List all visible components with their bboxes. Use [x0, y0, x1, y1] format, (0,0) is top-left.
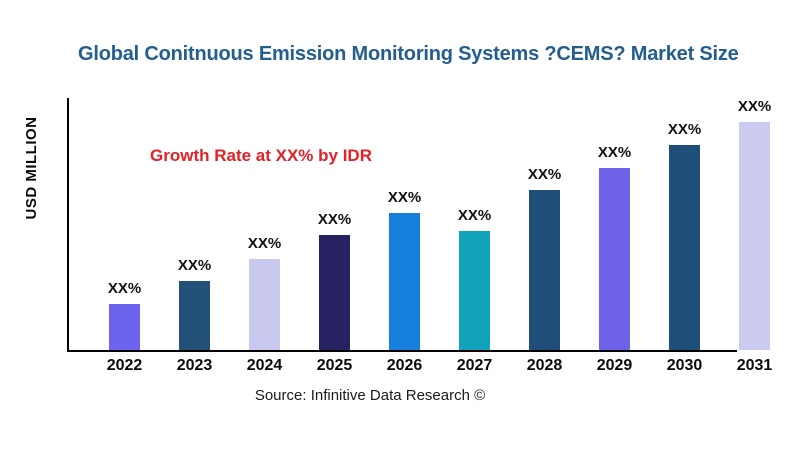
bar-2023 — [179, 281, 210, 350]
x-tick-label-2027: 2027 — [456, 357, 493, 374]
bar-2026 — [389, 213, 420, 350]
x-tick-label-2023: 2023 — [176, 357, 213, 374]
bar-2029 — [599, 168, 630, 350]
bar-2028 — [529, 190, 560, 350]
bar-value-label-2022: XX% — [107, 280, 142, 297]
x-tick-label-2030: 2030 — [666, 357, 703, 374]
bar-2025 — [319, 235, 350, 350]
y-axis-line — [67, 98, 69, 352]
growth-rate-annotation: Growth Rate at XX% by IDR — [150, 146, 372, 165]
bar-2030 — [669, 145, 700, 350]
source-credit: Source: Infinitive Data Research © — [254, 387, 486, 404]
x-tick-label-2024: 2024 — [246, 357, 283, 374]
bar-value-label-2024: XX% — [247, 235, 282, 252]
x-axis-line — [67, 350, 737, 352]
bar-2024 — [249, 259, 280, 350]
x-tick-label-2022: 2022 — [106, 357, 143, 374]
bar-value-label-2029: XX% — [597, 144, 632, 161]
bar-value-label-2027: XX% — [457, 207, 492, 224]
y-axis-label: USD MILLION — [23, 116, 40, 220]
bar-value-label-2025: XX% — [317, 211, 352, 228]
bar-value-label-2023: XX% — [177, 257, 212, 274]
chart-title: Global Conitnuous Emission Monitoring Sy… — [78, 43, 739, 65]
bar-value-label-2030: XX% — [667, 121, 702, 138]
bar-value-label-2031: XX% — [737, 98, 772, 115]
x-tick-label-2031: 2031 — [736, 357, 773, 374]
bar-2027 — [459, 231, 490, 350]
x-tick-label-2029: 2029 — [596, 357, 633, 374]
x-tick-label-2026: 2026 — [386, 357, 423, 374]
bar-value-label-2028: XX% — [527, 166, 562, 183]
bar-value-label-2026: XX% — [387, 189, 422, 206]
bar-2031 — [739, 122, 770, 350]
x-tick-label-2025: 2025 — [316, 357, 353, 374]
x-tick-label-2028: 2028 — [526, 357, 563, 374]
bar-2022 — [109, 304, 140, 350]
